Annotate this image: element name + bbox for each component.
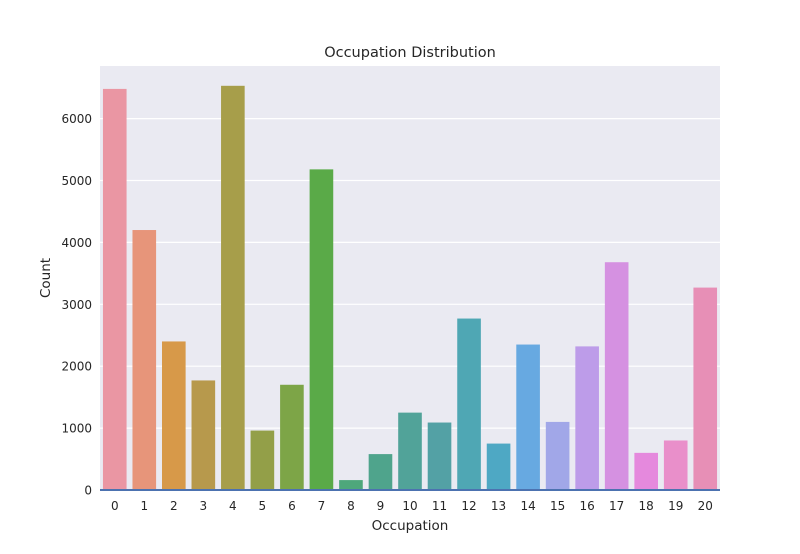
x-tick-label: 19	[668, 499, 683, 513]
x-tick-label: 6	[288, 499, 296, 513]
x-tick-label: 2	[170, 499, 178, 513]
x-axis-label: Occupation	[372, 518, 449, 534]
bar-6	[280, 384, 304, 490]
x-tick-label: 8	[347, 499, 355, 513]
bar-3	[191, 380, 216, 490]
x-tick-label: 3	[200, 499, 208, 513]
chart-title: Occupation Distribution	[324, 45, 496, 61]
y-tick-labels: 0 1000 2000 3000 4000 5000 6000	[61, 112, 92, 497]
x-tick-label: 13	[491, 499, 506, 513]
x-tick-label: 7	[318, 499, 326, 513]
x-tick-label: 12	[461, 499, 476, 513]
y-tick-label: 2000	[61, 360, 92, 374]
bar-19	[663, 440, 688, 490]
x-tick-label: 1	[140, 499, 148, 513]
bar-7	[309, 169, 334, 491]
bar-11	[427, 422, 452, 490]
y-tick-label: 5000	[61, 174, 92, 188]
x-tick-label: 16	[580, 499, 595, 513]
y-tick-label: 0	[84, 484, 92, 498]
bar-17	[604, 262, 629, 490]
x-tick-label: 11	[432, 499, 447, 513]
x-tick-label: 18	[639, 499, 654, 513]
y-axis-label: Count	[38, 258, 54, 298]
bar-8	[339, 480, 363, 490]
bar-14	[516, 344, 540, 490]
bars	[102, 85, 718, 491]
bar-5	[250, 430, 275, 490]
y-tick-label: 3000	[61, 298, 92, 312]
x-tick-label: 10	[402, 499, 417, 513]
x-tick-label: 5	[259, 499, 267, 513]
bar-2	[162, 341, 186, 490]
x-tick-label: 15	[550, 499, 565, 513]
x-tick-label: 14	[520, 499, 535, 513]
bar-16	[575, 346, 599, 490]
x-tick-labels: 0 1 2 3 4 5 6 7 8 9 10 11 12 13 14 15 16 17 18 19 20	[111, 499, 713, 513]
bar-4	[221, 85, 245, 490]
y-tick-label: 1000	[61, 422, 92, 436]
bar-9	[368, 454, 393, 490]
bar-15	[545, 421, 570, 490]
bar-20	[693, 287, 718, 490]
x-tick-label: 4	[229, 499, 237, 513]
x-tick-label: 0	[111, 499, 119, 513]
x-tick-label: 20	[698, 499, 713, 513]
x-tick-label: 9	[377, 499, 385, 513]
x-tick-label: 17	[609, 499, 624, 513]
bar-12	[457, 318, 481, 490]
bar-0	[102, 88, 127, 490]
bar-10	[398, 412, 422, 490]
y-tick-label: 6000	[61, 112, 92, 126]
bar-1	[132, 230, 157, 491]
y-tick-label: 4000	[61, 236, 92, 250]
bar-13	[486, 443, 511, 490]
bar-18	[634, 452, 658, 490]
